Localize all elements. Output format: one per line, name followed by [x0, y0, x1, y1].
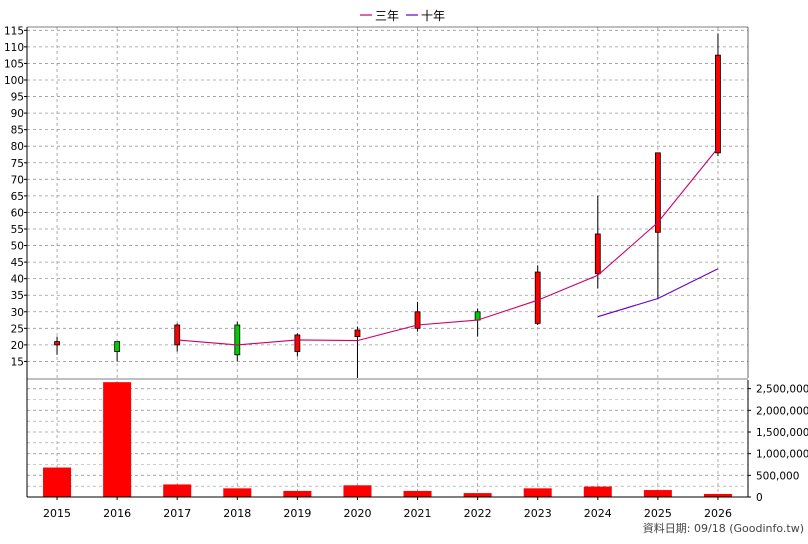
year-tick-label: 2023 [524, 507, 552, 520]
plot-frame [24, 26, 751, 500]
year-tick-label: 2018 [223, 507, 251, 520]
price-tick-label: 50 [11, 241, 24, 253]
candle-body [654, 152, 661, 233]
price-tick-label: 100 [4, 75, 24, 87]
year-tick-label: 2026 [704, 507, 732, 520]
volume-bar [403, 490, 432, 497]
moving-average-lines [177, 147, 719, 346]
price-tick-label: 70 [11, 174, 24, 186]
year-tick-label: 2024 [584, 507, 612, 520]
price-tick-label: 25 [11, 323, 24, 335]
price-tick-label: 55 [11, 224, 24, 236]
candle-body [414, 311, 421, 329]
candlesticks [54, 33, 721, 378]
year-tick-label: 2017 [163, 507, 191, 520]
volume-bar [523, 488, 552, 497]
volume-bar [583, 486, 612, 497]
candle-body [474, 311, 481, 321]
year-tick-label: 2021 [404, 507, 432, 520]
price-tick-label: 60 [11, 207, 24, 219]
price-tick-label: 35 [11, 290, 24, 302]
legend-label-10y: 十年 [421, 9, 445, 23]
price-tick-label: 30 [11, 307, 24, 319]
candle-body [114, 341, 121, 352]
price-tick-label: 65 [11, 191, 24, 203]
year-tick-label: 2019 [283, 507, 311, 520]
volume-tick-label: 2,500,000 [756, 384, 808, 396]
price-tick-label: 115 [4, 25, 24, 37]
year-tick-label: 2022 [464, 507, 492, 520]
volume-tick-label: 2,000,000 [756, 405, 808, 417]
legend-label-3y: 三年 [375, 9, 399, 23]
price-tick-label: 75 [11, 158, 24, 170]
volume-bar [163, 484, 192, 497]
volume-tick-label: 1,500,000 [756, 427, 808, 439]
price-tick-label: 90 [11, 108, 24, 120]
candle-body [54, 341, 60, 346]
candle-body [594, 233, 601, 275]
volume-bar [643, 490, 672, 497]
candle-body [294, 334, 301, 352]
candle-body [234, 324, 241, 356]
volume-bar [103, 382, 132, 497]
candle-body [534, 271, 541, 324]
volume-bar [43, 467, 72, 497]
price-axis-labels: 15 20 25 30 35 40 45 50 55 60 65 70 75 80 85 90 95 100 105… [4, 25, 24, 368]
volume-gridlines [27, 388, 748, 498]
price-tick-label: 15 [11, 356, 24, 368]
legend: 三年 十年 [360, 9, 445, 23]
volume-bar [703, 493, 732, 497]
year-tick-label: 2016 [103, 507, 131, 520]
volume-bar [343, 485, 372, 497]
price-tick-label: 110 [4, 42, 24, 54]
price-tick-label: 20 [11, 340, 24, 352]
price-tick-label: 40 [11, 274, 24, 286]
volume-tick-label: 500,000 [756, 470, 799, 482]
price-tick-label: 105 [4, 58, 24, 70]
year-tick-label: 2025 [644, 507, 672, 520]
price-tick-label: 80 [11, 141, 24, 153]
price-tick-label: 45 [11, 257, 24, 269]
price-tick-label: 85 [11, 125, 24, 137]
year-axis-labels: 2015 2016 2017 2018 2019 2020 2021 2022 2023 2024… [43, 507, 732, 520]
year-tick-label: 2020 [343, 507, 371, 520]
volume-tick-label: 0 [756, 492, 763, 504]
series-line [597, 268, 719, 318]
volume-bar [463, 493, 492, 497]
volume-tick-label: 1,000,000 [756, 449, 808, 461]
volume-bar [283, 490, 312, 497]
series-line [177, 147, 719, 346]
candle-body [354, 329, 361, 338]
candle-body [174, 324, 181, 346]
volume-axis-labels: 0 500,000 1,000,000 1,500,000 2,000,000 2,500… [756, 384, 808, 504]
volume-bars [43, 382, 732, 497]
year-tick-label: 2015 [43, 507, 71, 520]
volume-bar [223, 488, 252, 497]
source-note: 資料日期: 09/18 (Goodinfo.tw) [643, 521, 804, 535]
price-tick-label: 95 [11, 92, 24, 104]
candle-body [715, 54, 721, 154]
